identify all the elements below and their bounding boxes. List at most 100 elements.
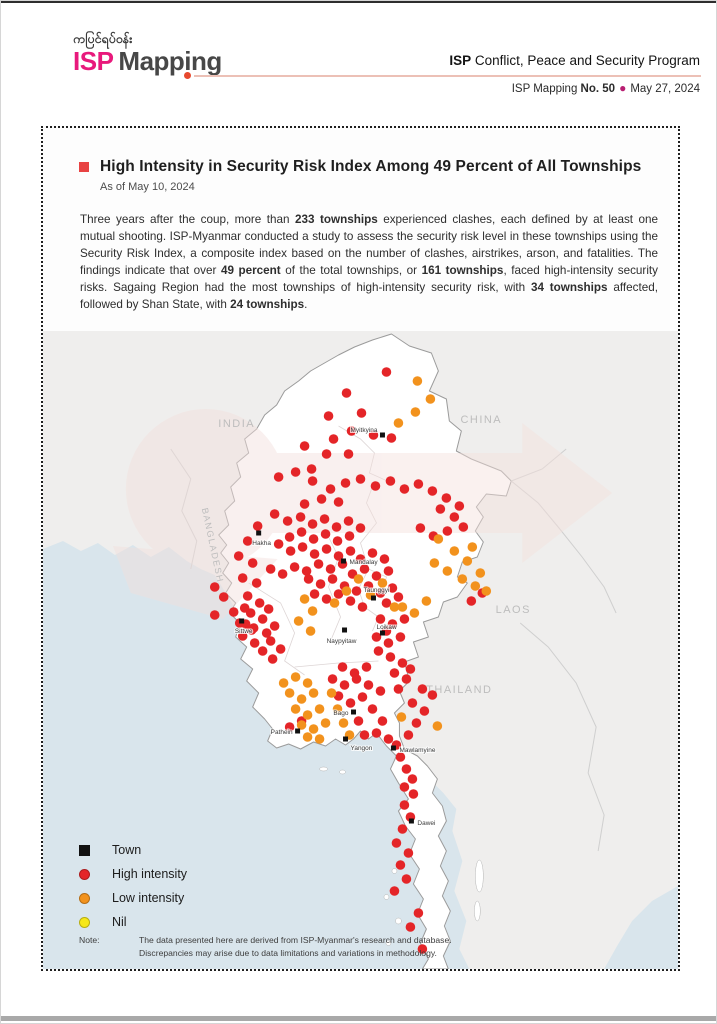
high-intensity-dot [383,734,394,744]
high-intensity-dot [458,522,469,532]
low-intensity-dot [332,704,343,714]
high-intensity-dot [405,664,416,674]
high-intensity-dot [379,554,390,564]
high-intensity-dot [328,434,339,444]
high-intensity-dot [411,718,422,728]
high-intensity-dot [407,774,418,784]
low-intensity-dot [278,678,289,688]
high-intensity-dot [333,497,344,507]
high-intensity-dot [351,586,362,596]
legend-item-high-intensity: High intensity [79,862,187,886]
town-square-sittwe [239,618,245,624]
high-intensity-dot [321,594,332,604]
high-intensity-dot [377,716,388,726]
low-intensity-dot [353,574,364,584]
paragraph-text: experienced clashes, each defined by at … [80,213,658,277]
high-intensity-dot [218,592,229,602]
high-intensity-dot [306,464,317,474]
high-intensity-dot [375,614,386,624]
high-intensity-dot [413,479,424,489]
high-intensity-dot [367,548,378,558]
town-label-hakha: Hakha [252,540,271,547]
high-intensity-dot [301,566,312,576]
high-intensity-dot [401,764,412,774]
low-intensity-dot [293,616,304,626]
low-intensity-dot [421,596,432,606]
isp-mapping-logo: ကပြင်ရပ်ဝန်း ISP Mapping [73,32,222,75]
paragraph-text: of the total townships, or [280,263,422,277]
low-intensity-dot [449,546,460,556]
high-intensity-dot [466,596,477,606]
legend-item-nil: Nil [79,910,187,934]
high-intensity-dot [333,589,344,599]
low-intensity-dot [308,724,319,734]
high-intensity-dot [251,578,262,588]
high-intensity-dot [307,476,318,486]
town-label-sittwe: Sittwe [235,628,253,635]
header-right: ISP Conflict, Peace and Security Program… [449,53,700,95]
high-intensity-dot [299,441,310,451]
high-intensity-dot [277,569,288,579]
high-intensity-dot [254,598,265,608]
highlighted-stat: 161 townships [421,263,504,277]
high-intensity-dot [427,690,438,700]
high-intensity-dot [242,536,253,546]
low-intensity-dot [296,720,307,730]
low-intensity-dot [302,678,313,688]
legend-marker-icon [79,892,90,904]
high-intensity-dot [343,516,354,526]
page-bottom-edge [1,1016,716,1021]
high-intensity-dot [405,922,416,932]
high-intensity-dot [331,522,342,532]
logo-dot-icon [184,72,191,79]
high-intensity-dot [419,706,430,716]
town-square-mandalay [341,558,347,564]
issue-bullet-icon: ● [619,81,627,95]
high-intensity-dot [403,730,414,740]
low-intensity-dot [307,606,318,616]
town-label-taunggyi: Taunggyi [363,587,389,594]
country-label-thailand: THAILAND [426,684,492,696]
high-intensity-dot [435,504,446,514]
content-frame: High Intensity in Security Risk Index Am… [41,126,680,971]
town-label-loikaw: Loikaw [376,624,396,631]
high-intensity-dot [417,684,428,694]
high-intensity-dot [321,544,332,554]
high-intensity-dot [209,582,220,592]
high-intensity-dot [297,542,308,552]
legend-item-town: Town [79,838,187,862]
low-intensity-dot [396,712,407,722]
high-intensity-dot [389,668,400,678]
high-intensity-dot [308,534,319,544]
highlighted-stat: 49 percent [220,263,281,277]
town-square-taunggyi [370,595,376,601]
low-intensity-dot [302,710,313,720]
high-intensity-dot [237,573,248,583]
high-intensity-dot [415,523,426,533]
high-intensity-dot [401,874,412,884]
high-intensity-dot [353,716,364,726]
low-intensity-dot [397,602,408,612]
township-dots [209,367,492,954]
high-intensity-dot [246,625,257,635]
high-intensity-dot [381,367,392,377]
low-intensity-dot [296,694,307,704]
paragraph-text: Three years after the coup, more than [80,213,295,226]
high-intensity-dot [408,789,419,799]
high-intensity-dot [269,621,280,631]
high-intensity-dot [332,536,343,546]
high-intensity-dot [373,646,384,656]
note-text: The data presented here are derived from… [139,935,452,958]
low-intensity-dot [314,734,325,744]
country-label-china: CHINA [460,414,502,426]
high-intensity-dot [284,722,295,732]
high-intensity-dot [375,686,386,696]
high-intensity-dot [395,752,406,762]
legend-marker-icon [79,916,90,928]
country-label-india: INDIA [218,418,255,430]
high-intensity-dot [320,529,331,539]
high-intensity-dot [285,546,296,556]
high-intensity-dot [275,644,286,654]
low-intensity-dot [329,598,340,608]
high-intensity-dot [261,628,272,638]
